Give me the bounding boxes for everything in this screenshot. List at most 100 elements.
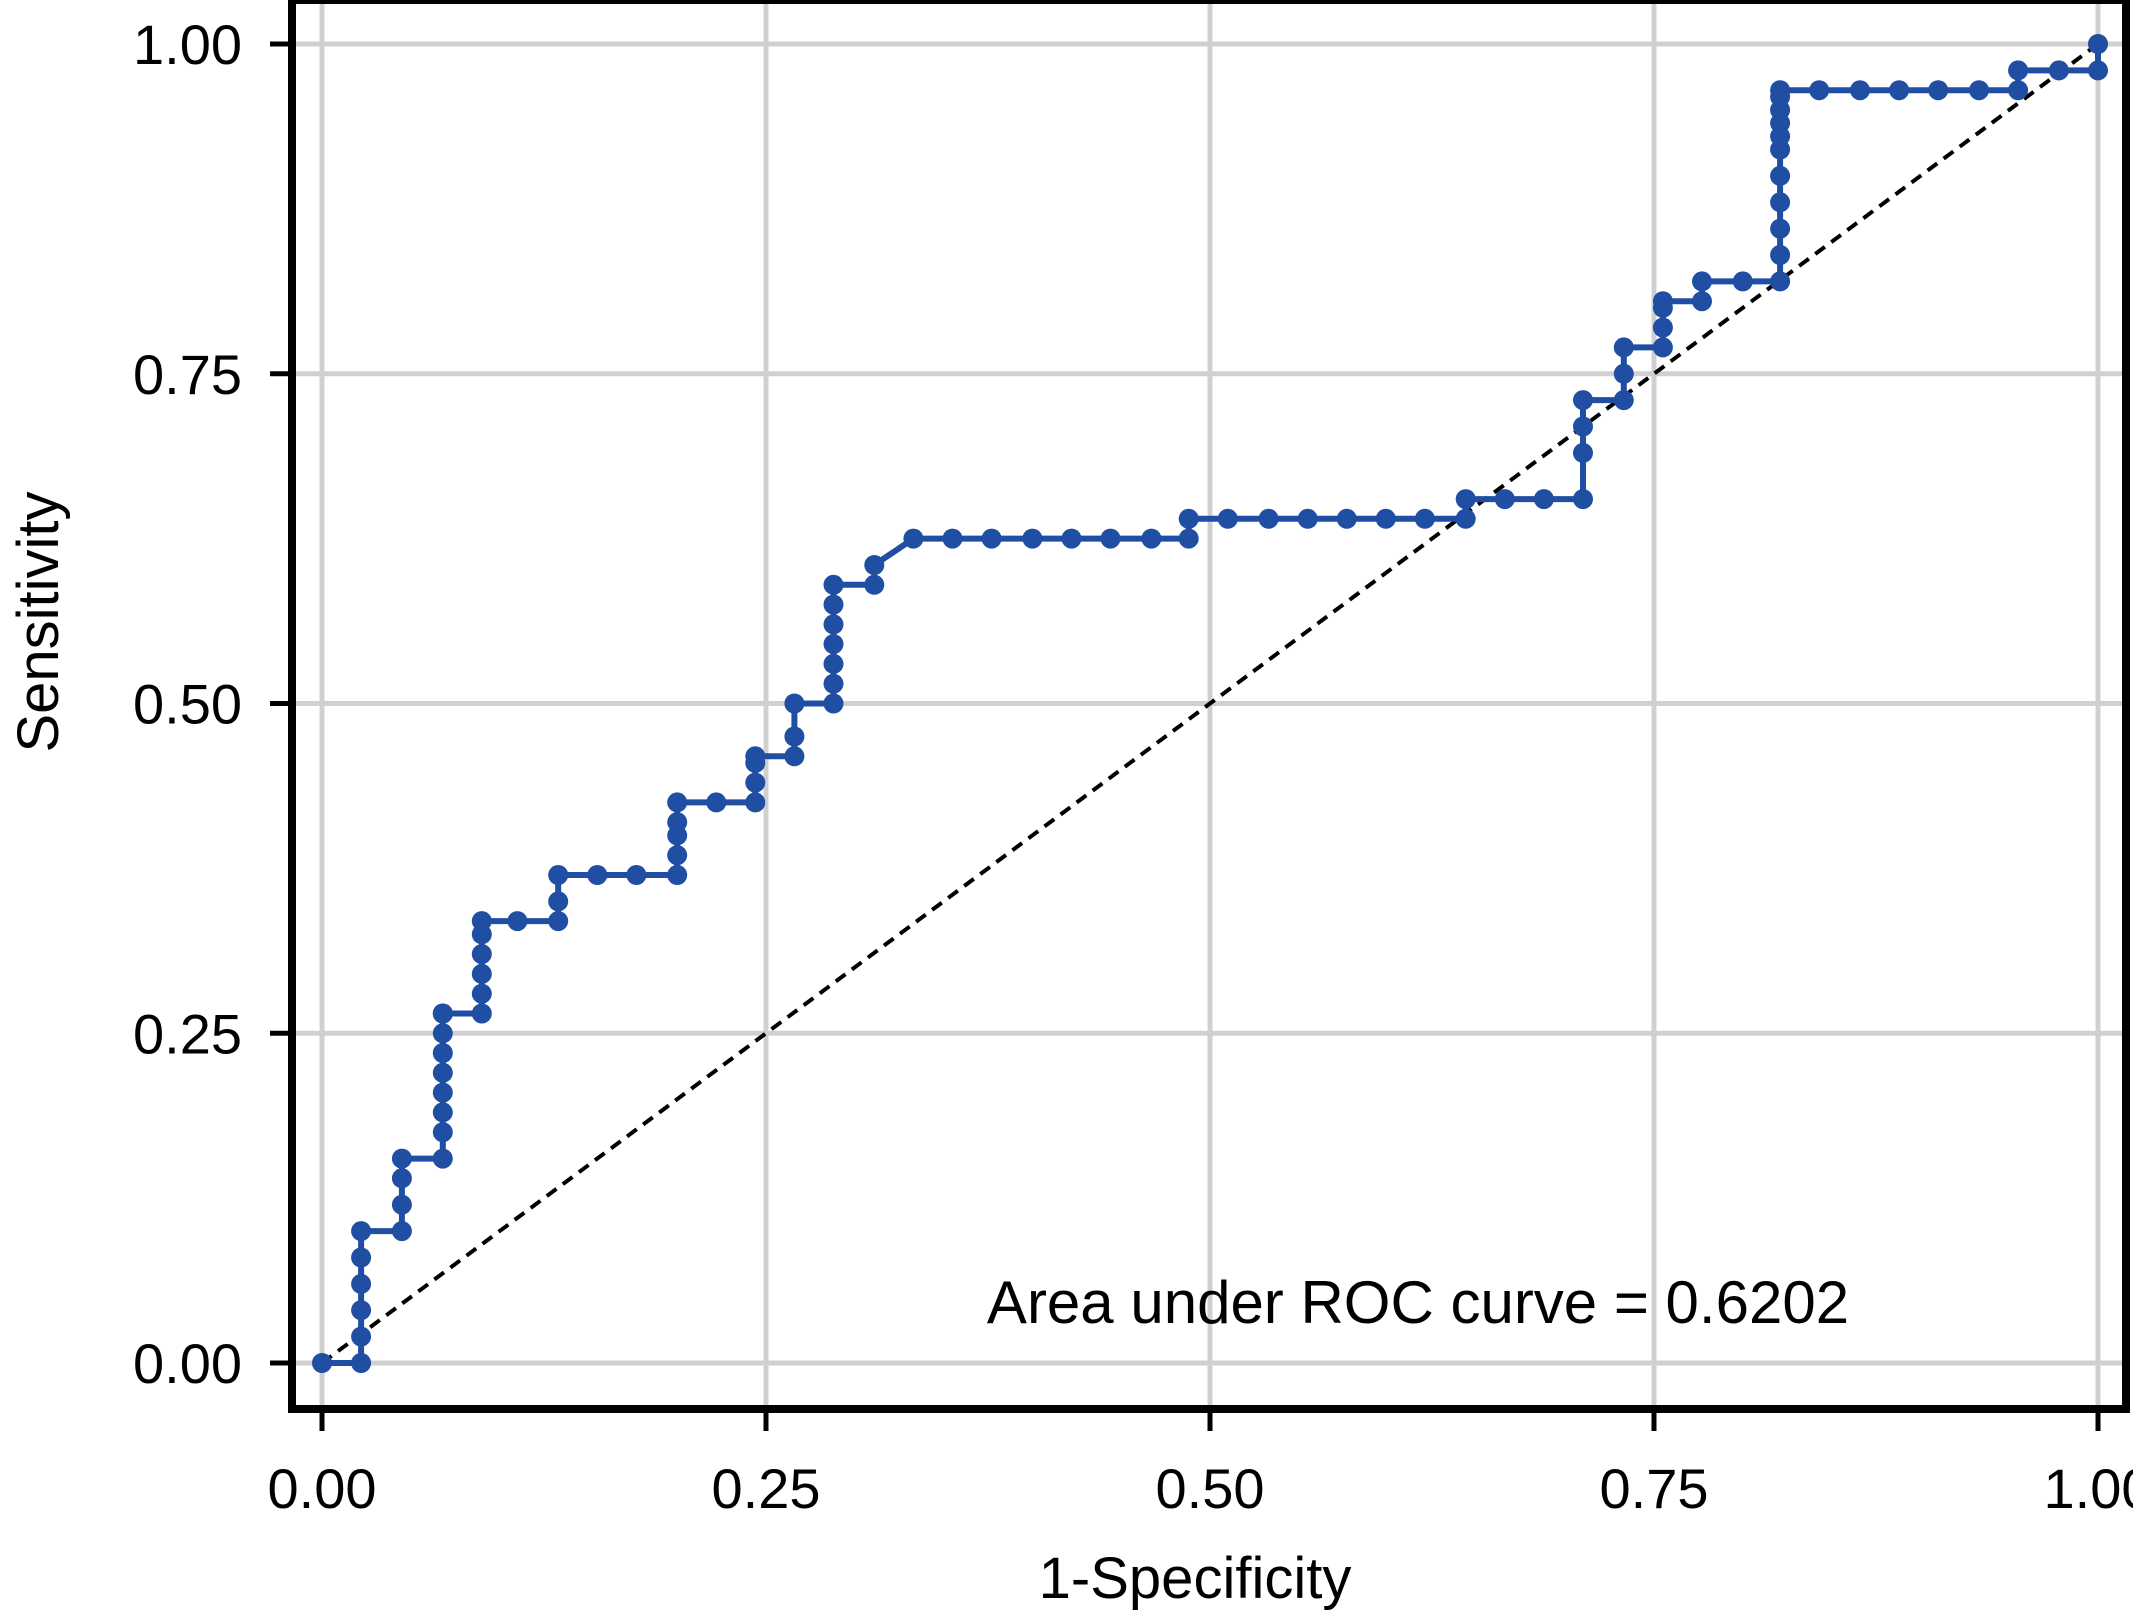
roc-point	[1652, 337, 1673, 358]
roc-point	[1100, 528, 1121, 549]
y-axis-title: Sensitivity	[6, 491, 71, 752]
roc-point	[548, 911, 569, 932]
roc-point	[667, 865, 688, 885]
roc-point	[1770, 80, 1791, 101]
roc-point	[667, 845, 688, 866]
roc-point	[1613, 390, 1634, 411]
roc-point	[903, 528, 924, 549]
roc-point	[1573, 416, 1593, 437]
roc-point	[1414, 508, 1435, 529]
roc-point	[942, 528, 963, 549]
roc-point	[432, 1148, 453, 1169]
roc-point	[2008, 80, 2029, 101]
roc-point	[351, 1326, 372, 1347]
roc-point	[1297, 508, 1318, 529]
y-tick-label: 0.75	[133, 343, 242, 406]
roc-point	[1928, 80, 1949, 101]
roc-point	[2088, 60, 2108, 81]
roc-point	[391, 1168, 412, 1189]
roc-point	[823, 594, 844, 615]
roc-point	[1455, 508, 1476, 529]
roc-point	[471, 911, 492, 932]
roc-point	[1258, 508, 1279, 529]
roc-point	[706, 792, 727, 813]
reference-diagonal-line	[320, 42, 2100, 1365]
roc-point	[864, 555, 885, 575]
roc-point	[548, 865, 569, 885]
y-tick-label: 0.25	[133, 1002, 242, 1065]
roc-point	[471, 983, 492, 1004]
roc-point	[2088, 34, 2108, 54]
roc-curve-points	[312, 34, 2108, 1373]
roc-point	[864, 574, 885, 595]
roc-point	[823, 634, 844, 655]
roc-point	[823, 653, 844, 674]
roc-point	[432, 1102, 453, 1123]
auc-annotation: Area under ROC curve = 0.6202	[987, 1269, 1849, 1336]
roc-point	[1336, 508, 1357, 529]
roc-point	[471, 1003, 492, 1024]
roc-point	[981, 528, 1002, 549]
roc-point	[1809, 80, 1830, 101]
roc-point	[823, 673, 844, 694]
roc-point	[1652, 317, 1673, 338]
y-tick-label: 0.50	[133, 673, 242, 736]
x-axis-title: 1-Specificity	[1039, 1546, 1352, 1611]
roc-point	[1652, 291, 1673, 312]
y-tick-label: 1.00	[133, 13, 242, 76]
roc-point	[823, 574, 844, 595]
roc-point	[587, 865, 608, 885]
roc-point	[1178, 528, 1199, 549]
roc-point	[1533, 489, 1554, 510]
roc-point	[1178, 508, 1199, 529]
roc-point	[1969, 80, 1989, 101]
roc-point	[1770, 192, 1791, 213]
roc-point	[1850, 80, 1870, 101]
roc-point	[667, 812, 688, 833]
roc-point	[823, 614, 844, 635]
roc-point	[391, 1194, 412, 1215]
roc-point	[784, 726, 805, 747]
roc-point	[626, 865, 647, 885]
roc-point	[432, 1062, 453, 1083]
roc-point	[1375, 508, 1396, 529]
roc-point	[548, 891, 569, 912]
roc-point	[1573, 442, 1593, 463]
roc-point	[351, 1247, 372, 1268]
roc-point	[432, 1023, 453, 1044]
roc-point	[312, 1353, 332, 1373]
roc-point	[471, 963, 492, 984]
roc-point	[391, 1221, 412, 1242]
roc-point	[1141, 528, 1162, 549]
roc-point	[391, 1148, 412, 1169]
roc-point	[507, 911, 528, 932]
roc-point	[1770, 165, 1791, 186]
x-tick-label: 0.50	[1156, 1457, 1265, 1520]
roc-point	[1692, 271, 1712, 292]
y-axis-ticks: 0.00 0.25 0.50 0.75 1.00	[133, 13, 292, 1395]
x-tick-label: 0.25	[712, 1457, 821, 1520]
roc-point	[1217, 508, 1238, 529]
roc-point	[1692, 291, 1712, 312]
roc-point	[351, 1273, 372, 1294]
y-tick-label: 0.00	[133, 1332, 242, 1395]
x-tick-label: 0.75	[1600, 1457, 1709, 1520]
roc-point	[471, 944, 492, 965]
roc-point	[432, 1043, 453, 1063]
roc-point	[432, 1122, 453, 1143]
roc-point	[1061, 528, 1082, 549]
roc-point	[351, 1221, 372, 1242]
roc-point	[1573, 390, 1593, 411]
roc-point	[1613, 337, 1634, 358]
x-axis-ticks: 0.00 0.25 0.50 0.75 1.00	[268, 1409, 2133, 1520]
roc-point	[1455, 489, 1476, 510]
roc-point	[667, 792, 688, 813]
roc-point	[1770, 245, 1791, 265]
roc-point	[432, 1082, 453, 1103]
roc-point	[2008, 60, 2029, 81]
roc-point	[784, 746, 805, 767]
roc-point	[1732, 271, 1753, 292]
roc-point	[823, 693, 844, 714]
roc-point	[745, 792, 766, 813]
roc-point	[1494, 489, 1515, 510]
